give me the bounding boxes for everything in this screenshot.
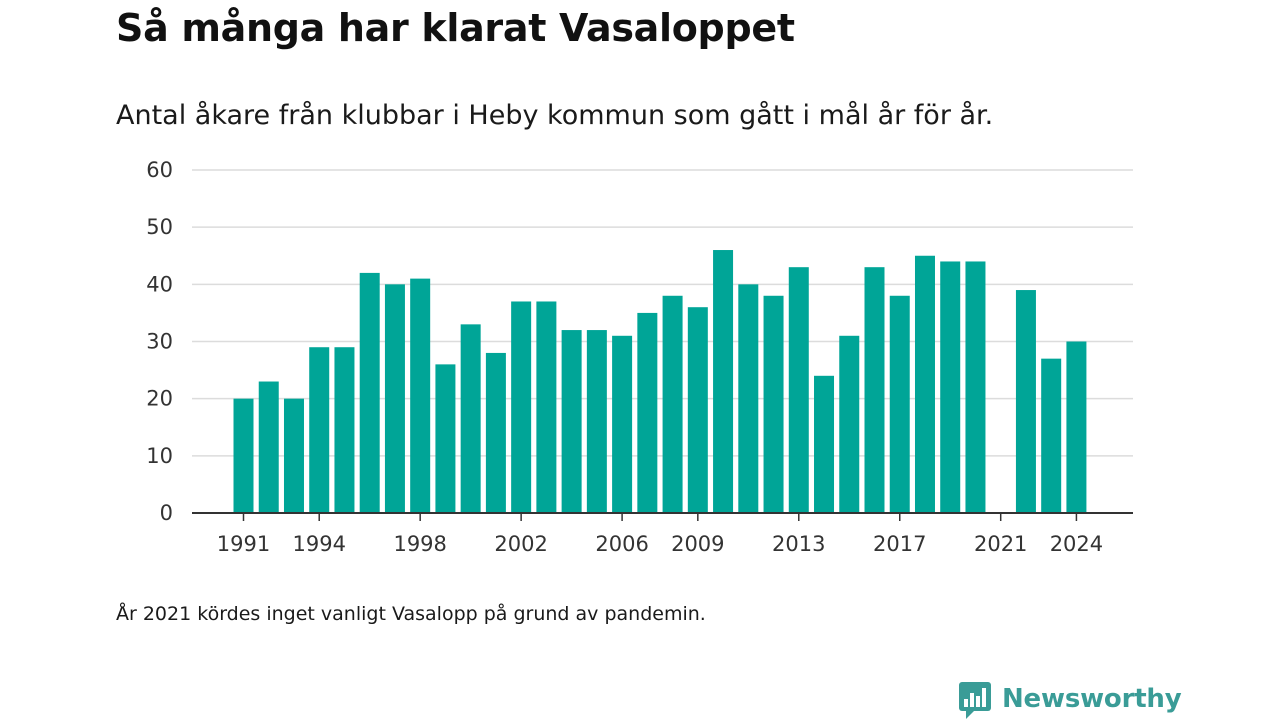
bar-1996[interactable] [359, 272, 380, 513]
bar-2006[interactable] [612, 335, 633, 513]
bar-1995[interactable] [334, 347, 355, 513]
bar-2017[interactable] [889, 295, 910, 513]
bar-2022[interactable] [1015, 290, 1036, 513]
bar-1994[interactable] [309, 347, 330, 513]
bar-1991[interactable] [233, 398, 254, 513]
bar-1999[interactable] [435, 364, 456, 513]
bar-2014[interactable] [814, 375, 835, 513]
bar-2005[interactable] [586, 330, 607, 513]
bar-2020[interactable] [965, 261, 986, 513]
bar-2004[interactable] [561, 330, 582, 513]
y-tick-label: 60 [146, 158, 173, 182]
bar-2000[interactable] [460, 324, 481, 513]
bar-2015[interactable] [839, 335, 860, 513]
bar-2008[interactable] [662, 295, 683, 513]
x-tick-label: 2024 [1050, 532, 1103, 556]
bar-2019[interactable] [940, 261, 961, 513]
bar-2012[interactable] [763, 295, 784, 513]
axes: 0 10 20 30 40 50 60 1991 1994 1998 2002 2006 2009 201… [146, 158, 1133, 556]
gridlines [192, 169, 1133, 457]
y-tick-label: 10 [146, 444, 173, 468]
y-tick-label: 30 [146, 330, 173, 354]
newsworthy-logo-icon [959, 682, 991, 719]
bar-2018[interactable] [914, 255, 935, 513]
x-tick-label: 1991 [217, 532, 270, 556]
x-tick-label: 1994 [292, 532, 345, 556]
bars [233, 250, 1087, 514]
x-tick-label: 2017 [873, 532, 926, 556]
x-tick-label: 2002 [494, 532, 547, 556]
bar-2007[interactable] [637, 312, 658, 513]
bar-2011[interactable] [738, 284, 759, 513]
bar-2024[interactable] [1066, 341, 1087, 514]
bar-2023[interactable] [1041, 358, 1062, 513]
brand-name: Newsworthy [1002, 684, 1182, 714]
bar-2001[interactable] [485, 352, 506, 513]
x-tick-label: 2006 [595, 532, 648, 556]
bar-2003[interactable] [536, 301, 557, 513]
chart-title: Så många har klarat Vasaloppet [116, 6, 795, 50]
x-tick-label: 2009 [671, 532, 724, 556]
x-tick-label: 2013 [772, 532, 825, 556]
y-tick-label: 40 [146, 272, 173, 296]
y-tick-label: 0 [160, 501, 173, 525]
bar-chart: 0 10 20 30 40 50 60 1991 1994 1998 2002 2006 2009 201… [146, 158, 1133, 556]
bar-1997[interactable] [384, 284, 405, 513]
x-tick-label: 2021 [974, 532, 1027, 556]
footnote: År 2021 kördes inget vanligt Vasalopp på… [116, 603, 706, 625]
bar-2016[interactable] [864, 267, 885, 513]
brand-logo[interactable]: Newsworthy [958, 679, 1182, 719]
bar-2013[interactable] [788, 267, 809, 513]
chart-subtitle: Antal åkare från klubbar i Heby kommun s… [116, 100, 994, 131]
bar-1993[interactable] [283, 398, 304, 513]
bar-1998[interactable] [410, 278, 431, 513]
y-tick-label: 20 [146, 387, 173, 411]
bar-1992[interactable] [258, 381, 279, 513]
bar-2009[interactable] [687, 307, 708, 513]
bar-2002[interactable] [511, 301, 532, 513]
x-tick-label: 1998 [393, 532, 446, 556]
y-tick-label: 50 [146, 215, 173, 239]
bar-2010[interactable] [713, 250, 734, 514]
